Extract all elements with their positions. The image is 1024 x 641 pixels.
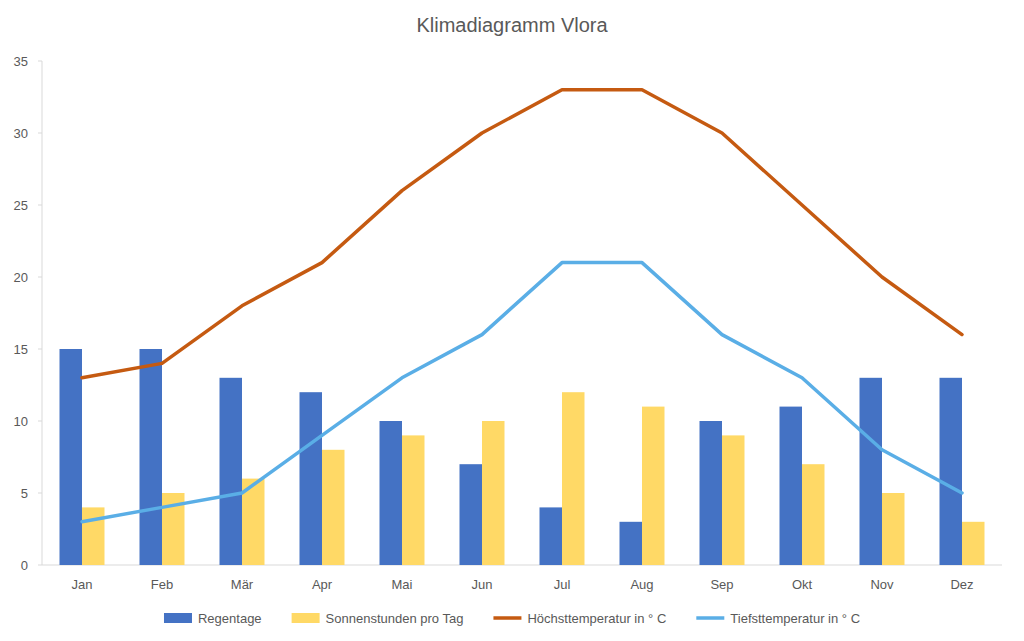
x-tick-label: Jan bbox=[72, 577, 93, 592]
tick-mark bbox=[38, 565, 42, 566]
bar bbox=[860, 378, 883, 565]
tick-mark bbox=[38, 493, 42, 494]
x-tick-label: Aug bbox=[630, 577, 653, 592]
bar bbox=[402, 435, 425, 565]
legend-label: Regentage bbox=[198, 611, 262, 626]
bar bbox=[562, 392, 585, 565]
y-tick-label: 25 bbox=[14, 198, 28, 213]
title: Klimadiagramm Vlora bbox=[416, 14, 608, 36]
bar bbox=[322, 450, 345, 565]
legend-label: Höchsttemperatur in ° C bbox=[527, 611, 666, 626]
legend-item: Regentage bbox=[164, 611, 262, 626]
x-tick-label: Feb bbox=[151, 577, 173, 592]
y-tick-label: 5 bbox=[21, 486, 28, 501]
background bbox=[0, 0, 1024, 641]
tick-mark bbox=[38, 421, 42, 422]
bar bbox=[620, 522, 643, 565]
bar bbox=[940, 378, 963, 565]
bar bbox=[540, 507, 563, 565]
bar bbox=[642, 407, 665, 565]
bar bbox=[722, 435, 745, 565]
x-tick-label: Nov bbox=[870, 577, 894, 592]
x-tick-label: Okt bbox=[792, 577, 813, 592]
plot-area bbox=[60, 90, 985, 565]
tick-mark bbox=[38, 61, 42, 62]
y-axis bbox=[42, 61, 43, 565]
bar bbox=[780, 407, 803, 565]
y-tick-label: 30 bbox=[14, 126, 28, 141]
legend-swatch bbox=[696, 616, 724, 620]
x-tick-label: Apr bbox=[312, 577, 333, 592]
y-tick-label: 35 bbox=[14, 54, 28, 69]
y-tick-label: 10 bbox=[14, 414, 28, 429]
bar bbox=[482, 421, 505, 565]
y-tick-label: 20 bbox=[14, 270, 28, 285]
line bbox=[82, 263, 962, 522]
x-tick-label: Jun bbox=[472, 577, 493, 592]
x-tick-label: Dez bbox=[950, 577, 973, 592]
legend-swatch bbox=[164, 613, 192, 623]
bar bbox=[962, 522, 985, 565]
legend: Regentage Sonnenstunden pro Tag Höchsttemp… bbox=[164, 611, 860, 626]
x-tick-label: Mär bbox=[231, 577, 254, 592]
x-tick-label: Sep bbox=[710, 577, 733, 592]
tick-mark bbox=[38, 205, 42, 206]
chart: Klimadiagramm Vlora 0 5 10 15 20 25 30 35 Jan Feb M… bbox=[0, 0, 1024, 641]
legend-swatch bbox=[292, 613, 320, 623]
bar bbox=[140, 349, 163, 565]
bar bbox=[460, 464, 483, 565]
tick-mark bbox=[38, 349, 42, 350]
bar bbox=[380, 421, 403, 565]
bar bbox=[300, 392, 323, 565]
y-tick-label: 15 bbox=[14, 342, 28, 357]
x-tick-label: Jul bbox=[554, 577, 571, 592]
tick-mark bbox=[38, 277, 42, 278]
x-tick-label: Mai bbox=[392, 577, 413, 592]
legend-item: Tiefsttemperatur in ° C bbox=[696, 611, 860, 626]
legend-item: Sonnenstunden pro Tag bbox=[292, 611, 464, 626]
legend-label: Tiefsttemperatur in ° C bbox=[730, 611, 860, 626]
tick-mark bbox=[38, 133, 42, 134]
legend-swatch bbox=[493, 616, 521, 620]
bar bbox=[60, 349, 83, 565]
x-axis bbox=[42, 565, 1002, 566]
bar bbox=[802, 464, 825, 565]
bar bbox=[700, 421, 723, 565]
y-tick-label: 0 bbox=[21, 558, 28, 573]
bar bbox=[882, 493, 905, 565]
legend-item: Höchsttemperatur in ° C bbox=[493, 611, 666, 626]
bar bbox=[82, 507, 105, 565]
bar bbox=[220, 378, 243, 565]
line bbox=[82, 90, 962, 378]
legend-label: Sonnenstunden pro Tag bbox=[326, 611, 464, 626]
